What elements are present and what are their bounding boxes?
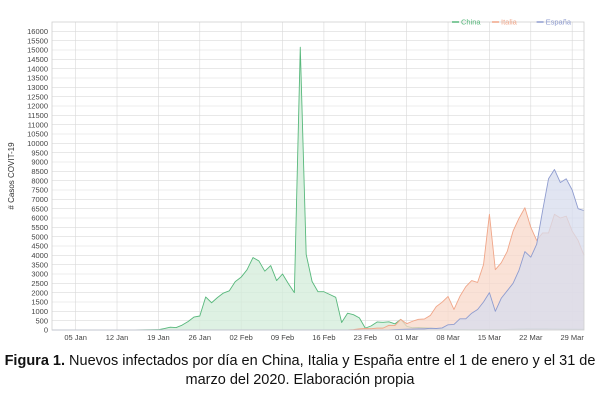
x-tick-label: 23 Feb	[354, 333, 377, 342]
grid	[52, 22, 584, 331]
y-tick-label: 3000	[31, 270, 48, 279]
x-tick-label: 26 Jan	[189, 333, 212, 342]
x-tick-label: 29 Mar	[561, 333, 585, 342]
y-tick-label: 4000	[31, 251, 48, 260]
x-tick-label: 19 Jan	[147, 333, 170, 342]
y-tick-label: 8500	[31, 167, 48, 176]
series-areas	[52, 46, 585, 331]
legend-item-espaa[interactable]: España	[546, 18, 572, 27]
x-tick-label: 05 Jan	[64, 333, 87, 342]
chart: 0500100015002000250030003500400045005000…	[7, 18, 585, 342]
legend-item-china[interactable]: China	[461, 18, 481, 27]
line-espaa	[52, 169, 585, 331]
y-tick-label: 15000	[27, 46, 48, 55]
x-tick-label: 09 Feb	[271, 333, 294, 342]
axes: 0500100015002000250030003500400045005000…	[27, 21, 585, 342]
area-espaa	[52, 169, 584, 330]
y-tick-label: 14000	[27, 64, 48, 73]
figure-caption: Figura 1. Nuevos infectados por día en C…	[0, 352, 600, 390]
y-tick-label: 5000	[31, 232, 48, 241]
y-tick-label: 7000	[31, 195, 48, 204]
y-tick-label: 7500	[31, 186, 48, 195]
x-tick-label: 02 Feb	[229, 333, 252, 342]
y-tick-label: 6000	[31, 214, 48, 223]
y-tick-label: 9000	[31, 158, 48, 167]
plot-frame	[51, 21, 585, 331]
y-tick-label: 4500	[31, 242, 48, 251]
y-tick-label: 12000	[27, 102, 48, 111]
x-tick-label: 08 Mar	[436, 333, 460, 342]
y-tick-label: 8000	[31, 176, 48, 185]
y-tick-label: 15500	[27, 36, 48, 45]
y-tick-label: 16000	[27, 27, 48, 36]
y-tick-label: 5500	[31, 223, 48, 232]
x-tick-label: 01 Mar	[395, 333, 419, 342]
x-tick-label: 15 Mar	[478, 333, 502, 342]
x-tick-label: 12 Jan	[106, 333, 129, 342]
x-tick-label: 22 Mar	[519, 333, 543, 342]
y-tick-label: 14500	[27, 55, 48, 64]
y-tick-label: 11500	[28, 111, 48, 120]
y-tick-label: 500	[35, 316, 48, 325]
y-tick-label: 0	[44, 326, 48, 335]
caption-label: Figura 1.	[4, 353, 66, 369]
caption-text: Nuevos infectados por día en China, Ital…	[65, 353, 596, 388]
y-tick-label: 6500	[31, 204, 48, 213]
legend[interactable]: China Italia España	[452, 18, 572, 27]
legend-item-italia[interactable]: Italia	[501, 18, 518, 27]
y-tick-label: 1500	[31, 298, 48, 307]
y-tick-label: 10000	[27, 139, 48, 148]
y-tick-label: 2000	[31, 288, 48, 297]
y-tick-label: 10500	[27, 130, 48, 139]
y-tick-label: 9500	[31, 148, 48, 157]
x-tick-label: 16 Feb	[312, 333, 335, 342]
y-tick-label: 11000	[28, 120, 48, 129]
y-tick-label: 13500	[27, 74, 48, 83]
y-tick-label: 13000	[27, 83, 48, 92]
y-tick-label: 12500	[27, 92, 48, 101]
y-tick-label: 1000	[31, 307, 48, 316]
y-axis-label: # Casos COVIT-19	[7, 142, 16, 210]
y-tick-label: 2500	[31, 279, 48, 288]
y-tick-label: 3500	[31, 260, 48, 269]
